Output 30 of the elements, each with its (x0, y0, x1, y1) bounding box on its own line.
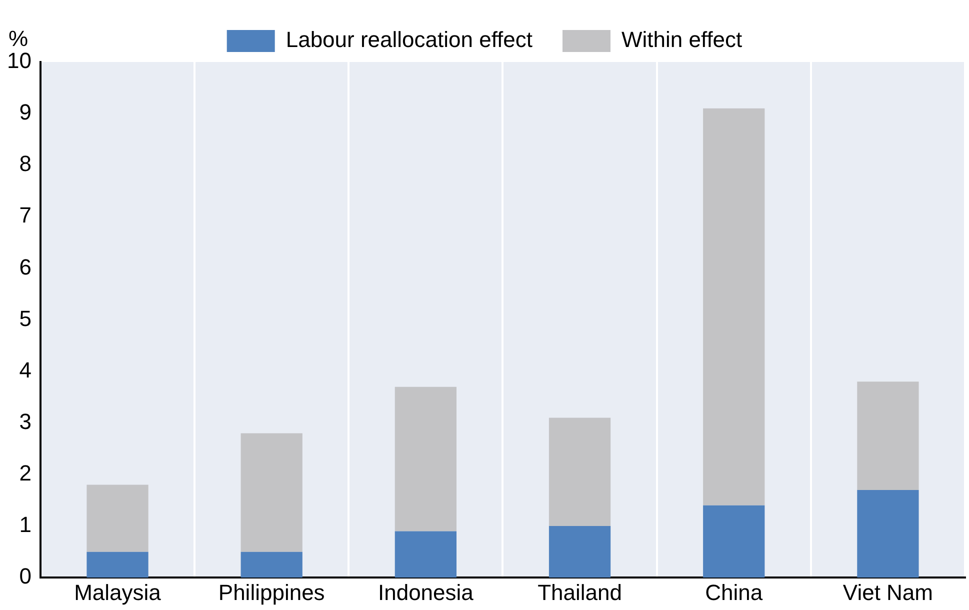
y-tick-label: 9 (19, 100, 32, 125)
bar (394, 531, 457, 578)
bar (86, 552, 148, 578)
bar (703, 108, 765, 506)
x-tick-label: Malaysia (74, 580, 162, 605)
x-tick-label: Viet Nam (842, 580, 933, 605)
y-tick-label: 7 (19, 202, 32, 228)
bar (857, 382, 919, 490)
bar (86, 484, 148, 552)
y-tick-label: 8 (19, 151, 32, 176)
y-tick-label: 4 (19, 357, 32, 382)
bar (703, 505, 765, 578)
x-tick-label: China (705, 580, 764, 605)
legend-label: Within effect (622, 27, 742, 52)
y-tick-label: 2 (19, 460, 32, 486)
y-tick-label: 5 (19, 306, 32, 331)
bar (240, 433, 302, 552)
x-tick-label: Indonesia (378, 580, 474, 605)
x-tick-label: Philippines (218, 580, 325, 605)
y-tick-label: 6 (19, 254, 32, 280)
legend-label: Labour reallocation effect (286, 27, 533, 52)
bar (857, 490, 919, 578)
bar (548, 526, 611, 578)
y-tick-label: 1 (19, 512, 32, 538)
bar (548, 418, 611, 526)
x-tick-label: Thailand (538, 580, 622, 605)
bar (240, 552, 302, 578)
y-tick-label: 3 (19, 408, 32, 434)
bar (394, 386, 457, 532)
y-tick-label: 0 (19, 564, 32, 589)
